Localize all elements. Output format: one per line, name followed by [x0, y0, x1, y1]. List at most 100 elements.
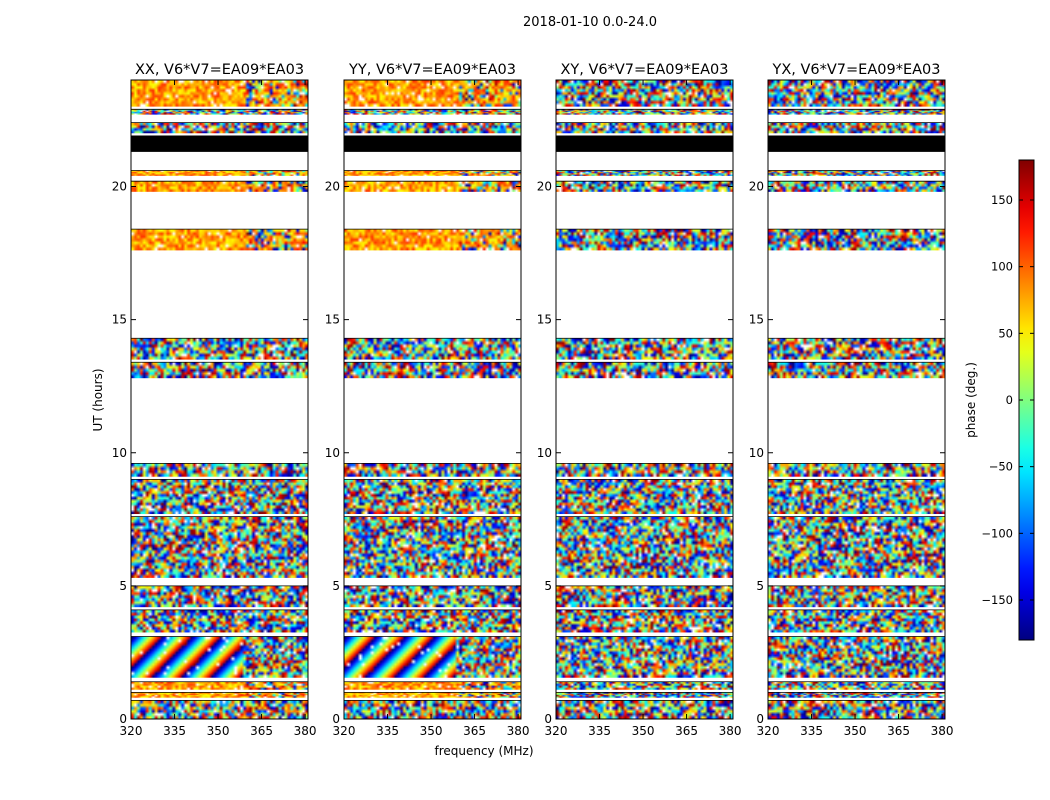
data-band-13 — [768, 170, 945, 176]
data-band-15 — [556, 122, 733, 134]
data-band-14 — [768, 135, 945, 152]
x-tick-label: 380 — [719, 724, 742, 738]
data-band-0 — [768, 700, 945, 719]
x-tick-label: 350 — [844, 724, 867, 738]
x-tick-label: 320 — [757, 724, 780, 738]
x-tick-label: 335 — [163, 724, 186, 738]
colorbar-tick-label: 50 — [998, 326, 1013, 340]
y-tick-label: 20 — [112, 180, 127, 194]
panel-xy: XY, V6*V7=EA09*EA03 320 335 350 365 380 0 5 10 15… — [537, 62, 742, 738]
data-band-8 — [556, 463, 733, 477]
y-tick-label: 5 — [119, 579, 127, 593]
x-tick-label: 335 — [588, 724, 611, 738]
data-band-6 — [131, 516, 308, 578]
data-band-16 — [556, 109, 733, 115]
data-band-10 — [556, 338, 733, 360]
data-band-9 — [131, 362, 308, 379]
data-band-1 — [768, 692, 945, 698]
y-tick-label: 10 — [749, 446, 764, 460]
panel-title: XX, V6*V7=EA09*EA03 — [135, 62, 304, 78]
y-tick-label: 20 — [537, 180, 552, 194]
x-tick-label: 320 — [333, 724, 356, 738]
data-band-0 — [131, 700, 308, 719]
data-band-14 — [131, 135, 308, 152]
data-band-9 — [768, 362, 945, 379]
data-band-2 — [131, 681, 308, 690]
panel-yx: YX, V6*V7=EA09*EA03 320 335 350 365 380 0 5 10 15… — [749, 62, 954, 738]
x-tick-label: 365 — [887, 724, 910, 738]
data-band-4 — [344, 609, 521, 633]
x-tick-label: 320 — [545, 724, 568, 738]
y-tick-label: 0 — [332, 712, 340, 726]
data-band-17 — [556, 80, 733, 107]
figure-suptitle: 2018-01-10 0.0-24.0 — [523, 15, 657, 30]
data-band-5 — [131, 585, 308, 608]
y-tick-label: 5 — [756, 579, 764, 593]
data-band-16 — [131, 109, 308, 115]
x-tick-label: 350 — [632, 724, 655, 738]
panel-frame — [343, 79, 522, 720]
y-tick-label: 0 — [544, 712, 552, 726]
data-band-1 — [344, 692, 521, 698]
data-band-11 — [768, 229, 945, 251]
colorbar-tick-label: −150 — [981, 593, 1013, 607]
data-band-7 — [344, 479, 521, 514]
colorbar: 150 100 50 0 −50 −100 −150 — [981, 159, 1035, 641]
panel-frame — [555, 79, 734, 720]
data-band-3 — [556, 636, 733, 678]
data-band-10 — [131, 338, 308, 360]
colorbar-label: phase (deg.) — [964, 362, 978, 438]
data-band-11 — [344, 229, 521, 251]
data-band-16 — [344, 109, 521, 115]
data-band-9 — [556, 362, 733, 379]
colorbar-tick-label: 0 — [1006, 393, 1013, 407]
data-band-2 — [344, 681, 521, 690]
data-band-17 — [131, 80, 308, 107]
data-band-12 — [131, 181, 308, 192]
data-band-1 — [131, 692, 308, 698]
data-band-2 — [556, 681, 733, 690]
data-band-1 — [556, 692, 733, 698]
y-tick-label: 15 — [537, 313, 552, 327]
data-band-5 — [344, 585, 521, 608]
data-band-2 — [768, 681, 945, 690]
data-band-13 — [131, 170, 308, 176]
x-tick-label: 350 — [420, 724, 443, 738]
data-band-8 — [768, 463, 945, 477]
data-band-12 — [344, 181, 521, 192]
y-tick-label: 10 — [537, 446, 552, 460]
panel-title: XY, V6*V7=EA09*EA03 — [560, 62, 728, 78]
panel-title: YX, V6*V7=EA09*EA03 — [771, 62, 940, 78]
x-tick-label: 365 — [463, 724, 486, 738]
data-band-14 — [556, 135, 733, 152]
data-band-3 — [131, 636, 308, 678]
x-tick-label: 380 — [931, 724, 954, 738]
colorbar-tick-label: −50 — [989, 460, 1013, 474]
y-tick-label: 20 — [325, 180, 340, 194]
x-tick-label: 365 — [250, 724, 273, 738]
panel-frame — [767, 79, 946, 720]
data-band-8 — [344, 463, 521, 477]
data-band-13 — [556, 170, 733, 176]
data-band-4 — [556, 609, 733, 633]
data-band-7 — [556, 479, 733, 514]
x-tick-label: 335 — [376, 724, 399, 738]
x-axis-label: frequency (MHz) — [434, 744, 533, 758]
data-band-12 — [556, 181, 733, 192]
data-band-14 — [344, 135, 521, 152]
data-band-8 — [131, 463, 308, 477]
data-band-4 — [768, 609, 945, 633]
colorbar-tick-label: 150 — [991, 193, 1013, 207]
panel-xx: XX, V6*V7=EA09*EA03 320 335 350 365 380 0 5 10 15… — [112, 62, 317, 738]
data-band-9 — [344, 362, 521, 379]
y-tick-label: 0 — [119, 712, 127, 726]
data-band-10 — [344, 338, 521, 360]
y-tick-label: 10 — [325, 446, 340, 460]
panel-frame — [130, 79, 309, 720]
y-tick-label: 15 — [749, 313, 764, 327]
data-band-6 — [556, 516, 733, 578]
y-tick-label: 10 — [112, 446, 127, 460]
data-band-6 — [768, 516, 945, 578]
data-band-17 — [768, 80, 945, 107]
